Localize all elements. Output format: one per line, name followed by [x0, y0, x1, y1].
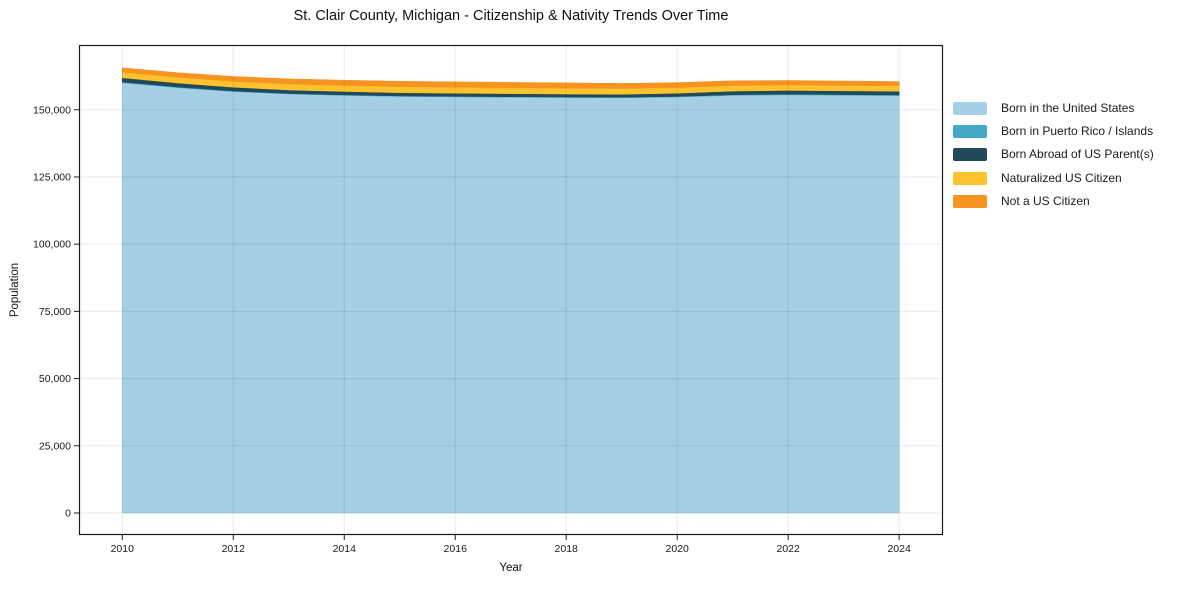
legend-label: Born in the United States — [1001, 101, 1135, 115]
y-tick-label: 125,000 — [33, 171, 71, 183]
legend-swatch-born-abroad-of-us-parent-s — [953, 148, 987, 162]
y-tick-label: 50,000 — [39, 373, 71, 385]
legend-label: Born in Puerto Rico / Islands — [1001, 124, 1154, 139]
y-tick-label: 75,000 — [39, 306, 71, 318]
x-tick-label: 2010 — [111, 543, 135, 555]
area-not-a-us-citizen — [122, 67, 900, 89]
legend-item-born-in-puerto-rico-islands: Born in Puerto Rico / Islands — [953, 124, 1154, 139]
x-tick-label: 2014 — [333, 543, 357, 555]
legend-label: Born Abroad of US Parent(s) — [1001, 147, 1154, 162]
legend-swatch-not-a-us-citizen — [953, 194, 987, 208]
x-axis-label: Year — [499, 562, 523, 574]
axes-frame — [78, 44, 944, 536]
x-tick-label: 2022 — [776, 543, 800, 555]
y-tick-label: 100,000 — [33, 239, 71, 251]
y-axis-label: Population — [9, 262, 21, 318]
legend-item-born-abroad-of-us-parent-s: Born Abroad of US Parent(s) — [953, 147, 1154, 162]
legend-item-not-a-us-citizen: Not a US Citizen — [953, 193, 1154, 208]
y-tick-label: 150,000 — [33, 104, 71, 116]
x-tick-label: 2016 — [444, 543, 468, 555]
area-born-in-the-united-states — [122, 82, 900, 514]
legend-label: Naturalized US Citizen — [1001, 170, 1122, 185]
legend-swatch-naturalized-us-citizen — [953, 171, 987, 185]
x-tick-label: 2020 — [666, 543, 690, 555]
chart-title: St. Clair County, Michigan - Citizenship… — [293, 8, 729, 24]
legend-label: Not a US Citizen — [1001, 193, 1090, 208]
legend-swatch-born-in-the-united-states — [953, 102, 987, 115]
legend-item-naturalized-us-citizen: Naturalized US Citizen — [953, 170, 1154, 185]
y-tick-label: 25,000 — [39, 440, 71, 452]
x-tick-label: 2024 — [887, 543, 911, 555]
y-tick-label: 0 — [65, 508, 71, 520]
x-tick-label: 2012 — [222, 543, 246, 555]
legend-swatch-born-in-puerto-rico-islands — [953, 125, 987, 139]
legend-item-born-in-the-united-states: Born in the United States — [953, 102, 1154, 115]
x-tick-label: 2018 — [555, 543, 579, 555]
legend: Born in the United States Born in Puerto … — [953, 102, 1154, 218]
